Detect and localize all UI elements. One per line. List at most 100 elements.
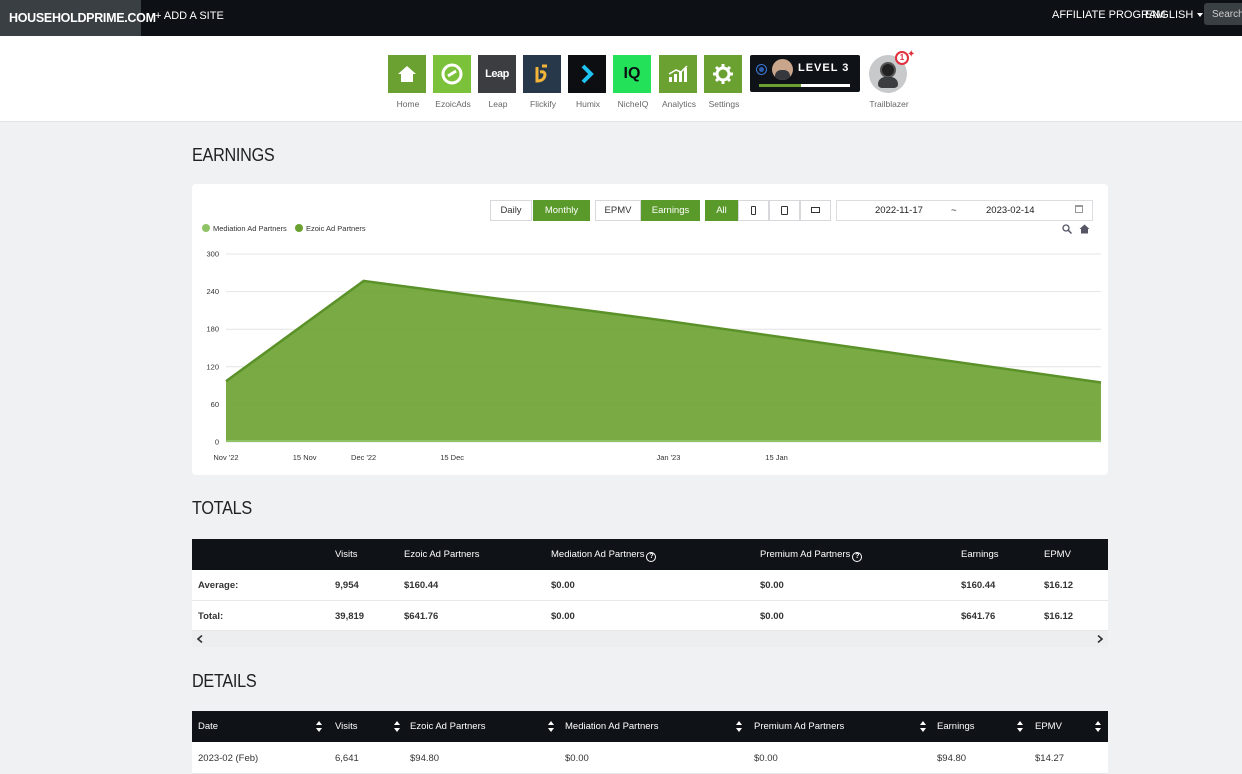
help-icon[interactable]: ? [646, 552, 657, 562]
app-flickify[interactable]: Flickify [523, 55, 563, 109]
daily-button[interactable]: Daily [490, 200, 532, 221]
app-home[interactable]: Home [388, 55, 428, 109]
device-mobile-button[interactable] [738, 200, 769, 221]
cell-mediation: $0.00 [551, 580, 575, 591]
app-label: NicheIQ [617, 99, 649, 109]
add-site-link[interactable]: + ADD A SITE [155, 10, 224, 22]
legend-swatch [202, 224, 210, 232]
col-ezoic-ad-partners[interactable]: Ezoic Ad Partners [410, 721, 486, 732]
y-tick-label: 300 [206, 250, 219, 259]
cell-earnings: $160.44 [961, 580, 996, 591]
app-analytics[interactable]: Analytics [659, 55, 699, 109]
app-ezoicads[interactable]: EzoicAds [433, 55, 473, 109]
humix-icon [568, 55, 606, 93]
leap-icon: Leap [478, 55, 516, 93]
level-label: LEVEL 3 [798, 62, 850, 74]
affiliate-program-link[interactable]: AFFILIATE PROGRAM [1052, 9, 1166, 21]
search-input[interactable] [1204, 3, 1242, 25]
col-visits[interactable]: Visits [335, 721, 358, 732]
level-progress-track [759, 84, 850, 87]
app-label: Settings [708, 99, 740, 109]
analytics-icon [659, 55, 697, 93]
col-date[interactable]: Date [198, 721, 219, 732]
totals-table: Visits Ezoic Ad Partners Mediation Ad Pa… [192, 539, 1108, 647]
user-avatar [772, 59, 793, 80]
earnings-chart-card: Daily Monthly EPMV Earnings All 2022-11-… [192, 184, 1108, 475]
date-range-picker[interactable]: 2022-11-17 ~ 2023-02-14 [836, 200, 1093, 221]
device-all-button[interactable]: All [705, 200, 738, 221]
legend-label: Ezoic Ad Partners [306, 224, 366, 233]
language-dropdown[interactable]: ENGLISH [1145, 0, 1204, 30]
scroll-left-icon[interactable] [197, 635, 203, 643]
sort-icon[interactable] [316, 720, 322, 734]
sort-icon[interactable] [736, 720, 742, 734]
sort-icon[interactable] [1017, 720, 1023, 734]
date-to: 2023-02-14 [986, 205, 1035, 216]
app-humix[interactable]: Humix [568, 55, 608, 109]
zoom-icon[interactable] [1062, 224, 1072, 234]
col-earnings[interactable]: Earnings [937, 721, 975, 732]
app-leap[interactable]: Leap Leap [478, 55, 518, 109]
notification-badge: 1 [895, 51, 909, 65]
nicheiq-icon: IQ [613, 55, 651, 93]
col-premium-ad-partners[interactable]: Premium Ad Partners [754, 721, 845, 732]
row-label: Average: [198, 580, 239, 591]
cell-premium: $0.00 [760, 580, 784, 591]
desktop-icon [811, 207, 820, 214]
app-nicheiq[interactable]: IQ NicheIQ [613, 55, 653, 109]
sort-icon[interactable] [548, 720, 554, 734]
level-dot-icon [757, 65, 766, 74]
x-tick-label: 15 Dec [440, 453, 464, 462]
app-label: Analytics [661, 99, 696, 109]
totals-heading: TOTALS [192, 498, 252, 518]
app-label: Leap [488, 99, 508, 109]
table-row: 2023-02 (Feb) 6,641 $94.80 $0.00 $0.00 $… [192, 742, 1108, 774]
legend-item-ezoic[interactable]: Ezoic Ad Partners [295, 224, 366, 233]
sort-icon[interactable] [394, 720, 400, 734]
cell-earnings: $94.80 [937, 753, 967, 764]
epmv-button[interactable]: EPMV [595, 200, 641, 221]
level-badge[interactable]: LEVEL 3 [750, 55, 860, 92]
col-mediation-ad-partners[interactable]: Mediation Ad Partners [565, 721, 659, 732]
site-brand[interactable]: HOUSEHOLDPRIME.COM [0, 0, 156, 36]
cell-visits: 39,819 [335, 611, 365, 622]
device-tablet-button[interactable] [769, 200, 800, 221]
help-icon[interactable]: ? [852, 552, 863, 562]
scroll-right-icon[interactable] [1097, 635, 1103, 643]
cell-premium: $0.00 [760, 611, 784, 622]
date-separator: ~ [951, 205, 957, 216]
app-label: Home [396, 99, 420, 109]
cell-visits: 9,954 [335, 580, 359, 591]
sort-icon[interactable] [920, 720, 926, 734]
calendar-icon [1075, 205, 1083, 213]
app-label: EzoicAds [435, 99, 471, 109]
col-mediation-ad-partners: Mediation Ad Partners? [551, 549, 657, 562]
level-progress-fill [759, 84, 801, 87]
top-navbar: HOUSEHOLDPRIME.COM + ADD A SITE AFFILIAT… [0, 0, 1242, 36]
settings-icon [704, 55, 742, 93]
col-epmv: EPMV [1044, 549, 1071, 560]
table-row-total: Total: 39,819 $641.76 $0.00 $0.00 $641.7… [192, 601, 1108, 631]
col-visits: Visits [335, 549, 358, 560]
legend-item-mediation[interactable]: Mediation Ad Partners [202, 224, 287, 233]
y-tick-label: 180 [206, 325, 219, 334]
col-earnings: Earnings [961, 549, 999, 560]
mobile-icon [751, 205, 756, 215]
cell-mediation: $0.00 [565, 753, 589, 764]
earnings-area-chart: 0 60 120 180 240 300 Nov '22 15 Nov Dec '22 15 De… [206, 250, 1102, 462]
x-tick-label: 15 Nov [293, 453, 317, 462]
sort-icon[interactable] [1095, 720, 1101, 734]
y-tick-label: 120 [206, 362, 219, 371]
app-settings[interactable]: Settings [704, 55, 744, 109]
monthly-button[interactable]: Monthly [533, 200, 590, 221]
horizontal-scrollbar[interactable] [192, 631, 1108, 647]
earnings-metric-button[interactable]: Earnings [641, 200, 700, 221]
reset-zoom-home-icon[interactable] [1079, 224, 1090, 234]
legend-swatch [295, 224, 303, 232]
trailblazer-button[interactable]: 1 ✦ Trailblazer [869, 49, 915, 109]
cell-ezoic: $160.44 [404, 580, 439, 591]
device-desktop-button[interactable] [800, 200, 831, 221]
col-epmv[interactable]: EPMV [1035, 721, 1062, 732]
x-tick-label: Nov '22 [213, 453, 238, 462]
app-label: Humix [575, 99, 601, 109]
